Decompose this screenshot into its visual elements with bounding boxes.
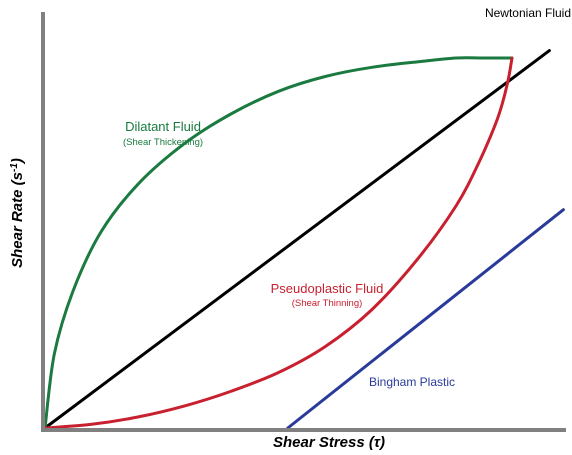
curves-layer — [43, 49, 565, 430]
label-newtonian: Newtonian Fluid — [485, 6, 571, 20]
x-axis-title: Shear Stress (τ) — [273, 434, 385, 451]
y-axis-title-sup: -1 — [9, 163, 20, 172]
series-bingham-line — [286, 208, 565, 430]
series-dilatant-line — [43, 56, 514, 430]
label-pseudoplastic-sub: (Shear Thinning) — [292, 298, 363, 309]
y-axis-title-tail: ) — [9, 158, 26, 165]
label-dilatant-sub: (Shear Thickening) — [123, 137, 203, 148]
label-dilatant: Dilatant Fluid — [125, 119, 201, 134]
series-newtonian-line — [43, 49, 551, 430]
label-pseudoplastic: Pseudoplastic Fluid — [271, 281, 384, 296]
y-axis-title: Shear Rate (s-1) — [9, 158, 27, 268]
series-pseudoplastic-line — [43, 56, 514, 430]
y-axis-title-main: Shear Rate (s — [9, 172, 26, 268]
label-bingham: Bingham Plastic — [369, 375, 455, 389]
